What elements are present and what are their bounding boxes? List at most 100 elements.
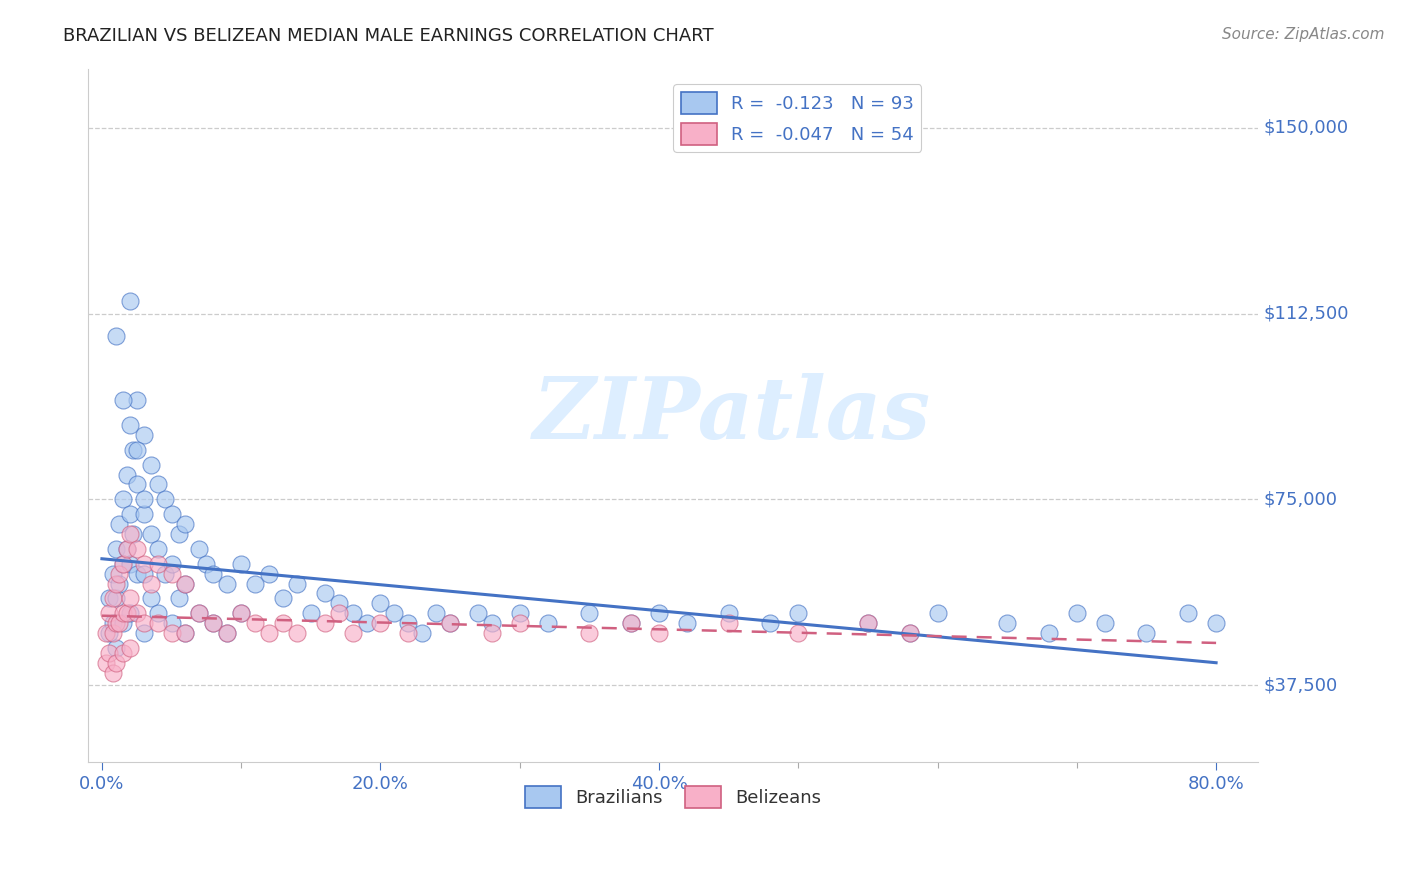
Point	[188, 606, 211, 620]
Point	[111, 557, 134, 571]
Point	[342, 606, 364, 620]
Point	[231, 606, 253, 620]
Point	[104, 329, 127, 343]
Point	[927, 606, 949, 620]
Point	[132, 566, 155, 581]
Point	[167, 591, 190, 606]
Point	[111, 616, 134, 631]
Text: Source: ZipAtlas.com: Source: ZipAtlas.com	[1222, 27, 1385, 42]
Point	[1205, 616, 1227, 631]
Point	[125, 606, 148, 620]
Point	[1038, 626, 1060, 640]
Point	[132, 557, 155, 571]
Point	[299, 606, 322, 620]
Point	[328, 606, 350, 620]
Point	[787, 626, 810, 640]
Point	[101, 626, 124, 640]
Text: $112,500: $112,500	[1264, 305, 1350, 323]
Point	[160, 626, 183, 640]
Point	[146, 541, 169, 556]
Point	[898, 626, 921, 640]
Point	[1135, 626, 1157, 640]
Point	[118, 640, 141, 655]
Point	[676, 616, 699, 631]
Point	[146, 557, 169, 571]
Point	[101, 665, 124, 680]
Point	[104, 591, 127, 606]
Point	[856, 616, 879, 631]
Point	[439, 616, 461, 631]
Point	[101, 566, 124, 581]
Legend: Brazilians, Belizeans: Brazilians, Belizeans	[517, 779, 828, 815]
Point	[132, 507, 155, 521]
Point	[231, 606, 253, 620]
Text: $150,000: $150,000	[1264, 119, 1348, 137]
Point	[139, 591, 162, 606]
Point	[648, 606, 671, 620]
Point	[146, 477, 169, 491]
Point	[856, 616, 879, 631]
Point	[115, 541, 138, 556]
Point	[115, 467, 138, 482]
Point	[167, 527, 190, 541]
Point	[107, 566, 129, 581]
Point	[717, 606, 740, 620]
Point	[101, 616, 124, 631]
Point	[153, 566, 176, 581]
Point	[509, 606, 531, 620]
Point	[174, 576, 197, 591]
Point	[243, 616, 266, 631]
Point	[759, 616, 782, 631]
Point	[314, 616, 336, 631]
Point	[97, 591, 120, 606]
Point	[717, 616, 740, 631]
Point	[115, 541, 138, 556]
Point	[202, 616, 225, 631]
Point	[132, 492, 155, 507]
Point	[97, 626, 120, 640]
Point	[202, 616, 225, 631]
Point	[995, 616, 1018, 631]
Text: ZIPatlas: ZIPatlas	[533, 374, 931, 457]
Point	[104, 541, 127, 556]
Point	[107, 616, 129, 631]
Point	[111, 646, 134, 660]
Point	[425, 606, 447, 620]
Point	[107, 517, 129, 532]
Point	[384, 606, 406, 620]
Point	[509, 616, 531, 631]
Point	[107, 576, 129, 591]
Point	[578, 626, 600, 640]
Point	[118, 591, 141, 606]
Point	[1177, 606, 1199, 620]
Point	[285, 576, 308, 591]
Point	[648, 626, 671, 640]
Point	[257, 566, 280, 581]
Point	[217, 626, 239, 640]
Point	[1094, 616, 1116, 631]
Text: $75,000: $75,000	[1264, 491, 1337, 508]
Point	[121, 527, 143, 541]
Point	[271, 591, 294, 606]
Point	[174, 626, 197, 640]
Point	[111, 393, 134, 408]
Point	[153, 492, 176, 507]
Point	[370, 596, 392, 610]
Point	[111, 557, 134, 571]
Point	[787, 606, 810, 620]
Point	[97, 606, 120, 620]
Point	[285, 626, 308, 640]
Point	[160, 557, 183, 571]
Point	[104, 616, 127, 631]
Point	[243, 576, 266, 591]
Point	[139, 527, 162, 541]
Point	[314, 586, 336, 600]
Point	[342, 626, 364, 640]
Point	[257, 626, 280, 640]
Point	[132, 616, 155, 631]
Point	[139, 458, 162, 472]
Point	[195, 557, 218, 571]
Point	[139, 576, 162, 591]
Point	[370, 616, 392, 631]
Point	[132, 626, 155, 640]
